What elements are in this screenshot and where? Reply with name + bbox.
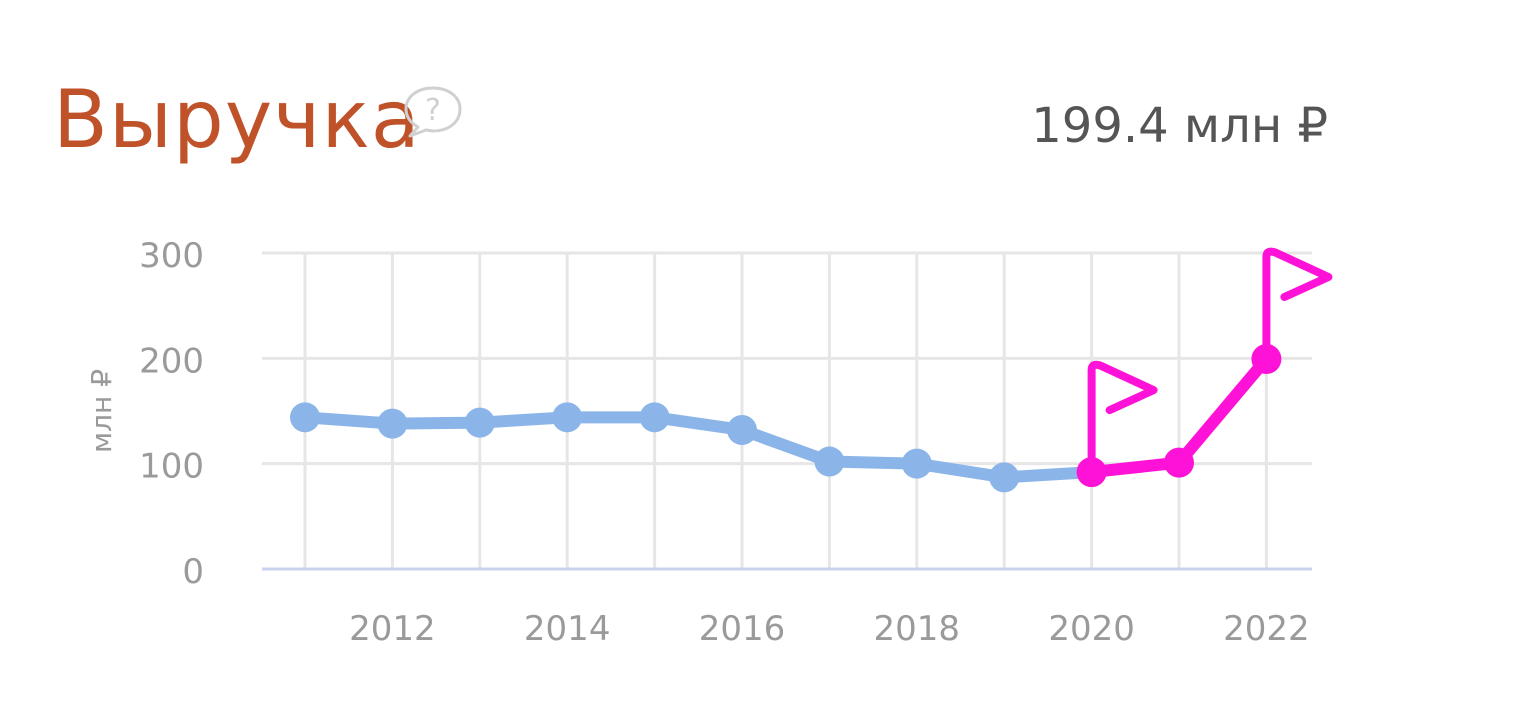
data-point <box>902 449 932 479</box>
data-point <box>377 409 407 439</box>
data-point <box>552 402 582 432</box>
x-tick-label: 2020 <box>1048 609 1135 649</box>
data-point <box>640 402 670 432</box>
label-layer: 0 100 200 300 2012 2014 2016 2018 2020 2022 млн ₽ <box>85 236 1310 649</box>
data-point <box>290 402 320 432</box>
y-tick-label: 100 <box>139 447 204 487</box>
y-tick-label: 300 <box>139 236 204 276</box>
y-tick-label: 0 <box>182 552 204 592</box>
grid-layer <box>262 253 1312 569</box>
x-tick-label: 2012 <box>349 609 436 649</box>
x-tick-label: 2014 <box>524 609 611 649</box>
series-line <box>305 417 1092 477</box>
highlighted-data-point <box>1251 344 1281 374</box>
highlighted-data-point <box>1077 457 1107 487</box>
data-point <box>727 415 757 445</box>
flag-marker <box>1092 365 1154 472</box>
data-point <box>814 447 844 477</box>
y-tick-label: 200 <box>139 341 204 381</box>
flag-marker <box>1266 252 1328 359</box>
data-point <box>465 408 495 438</box>
x-tick-label: 2018 <box>874 609 961 649</box>
x-tick-label: 2022 <box>1223 609 1310 649</box>
y-axis-label: млн ₽ <box>85 369 118 453</box>
highlighted-data-point <box>1164 448 1194 478</box>
data-point <box>989 462 1019 492</box>
x-tick-label: 2016 <box>699 609 786 649</box>
flag-layer <box>1092 252 1329 472</box>
